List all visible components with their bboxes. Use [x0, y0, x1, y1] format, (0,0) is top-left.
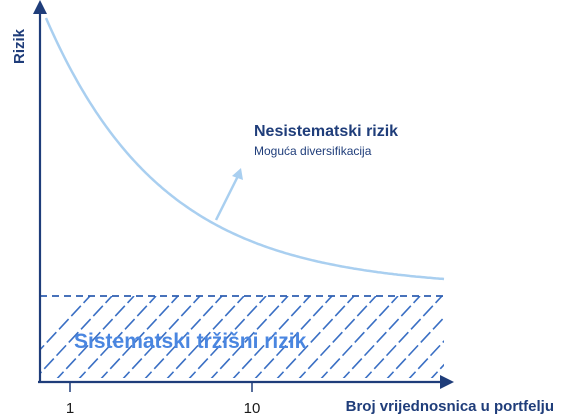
hatch-line-15 [342, 296, 421, 378]
y-axis [33, 0, 47, 382]
hatch-line-6 [144, 296, 223, 378]
hatch-line-22 [494, 296, 570, 382]
x-tick-label-1: 1 [66, 400, 74, 416]
hatch-line-8 [188, 296, 267, 378]
x-tick-label-10: 10 [244, 400, 261, 416]
hatch-line-17 [386, 316, 444, 378]
y-axis-label: Rizik [11, 28, 28, 64]
unsystematic-risk-title: Nesistematski rizik [254, 123, 398, 140]
hatch-line-16 [364, 296, 443, 378]
systematic-risk-label: Sistematski tržišni rizik [74, 330, 307, 353]
x-axis [38, 375, 454, 389]
hatch-line-2 [56, 296, 135, 378]
systematic-risk-hatch [40, 296, 570, 382]
hatch-line-23 [516, 296, 570, 382]
hatch-line-12 [276, 296, 355, 378]
hatch-line-4 [100, 296, 179, 378]
hatch-line-3 [78, 296, 157, 378]
hatch-line-18 [408, 339, 444, 378]
hatch-line-21 [472, 296, 552, 382]
hatch-line-1 [40, 296, 113, 375]
x-axis-label: Broj vrijednosnica u portfelju [346, 398, 554, 415]
hatch-line-20 [450, 296, 530, 382]
total-risk-curve [44, 17, 445, 281]
hatch-line-10 [232, 296, 311, 378]
hatch-line-13 [298, 296, 377, 378]
hatch-line-11 [254, 296, 333, 378]
hatch-line-19 [430, 363, 444, 378]
hatch-line-0 [40, 296, 91, 351]
hatch-line-5 [122, 296, 201, 378]
unsystematic-risk-subtitle: Moguća diversifikacija [254, 144, 372, 158]
hatch-line-14 [320, 296, 399, 378]
hatch-line-7 [166, 296, 245, 378]
annotation-arrow [214, 168, 243, 221]
hatch-line-9 [210, 296, 289, 378]
